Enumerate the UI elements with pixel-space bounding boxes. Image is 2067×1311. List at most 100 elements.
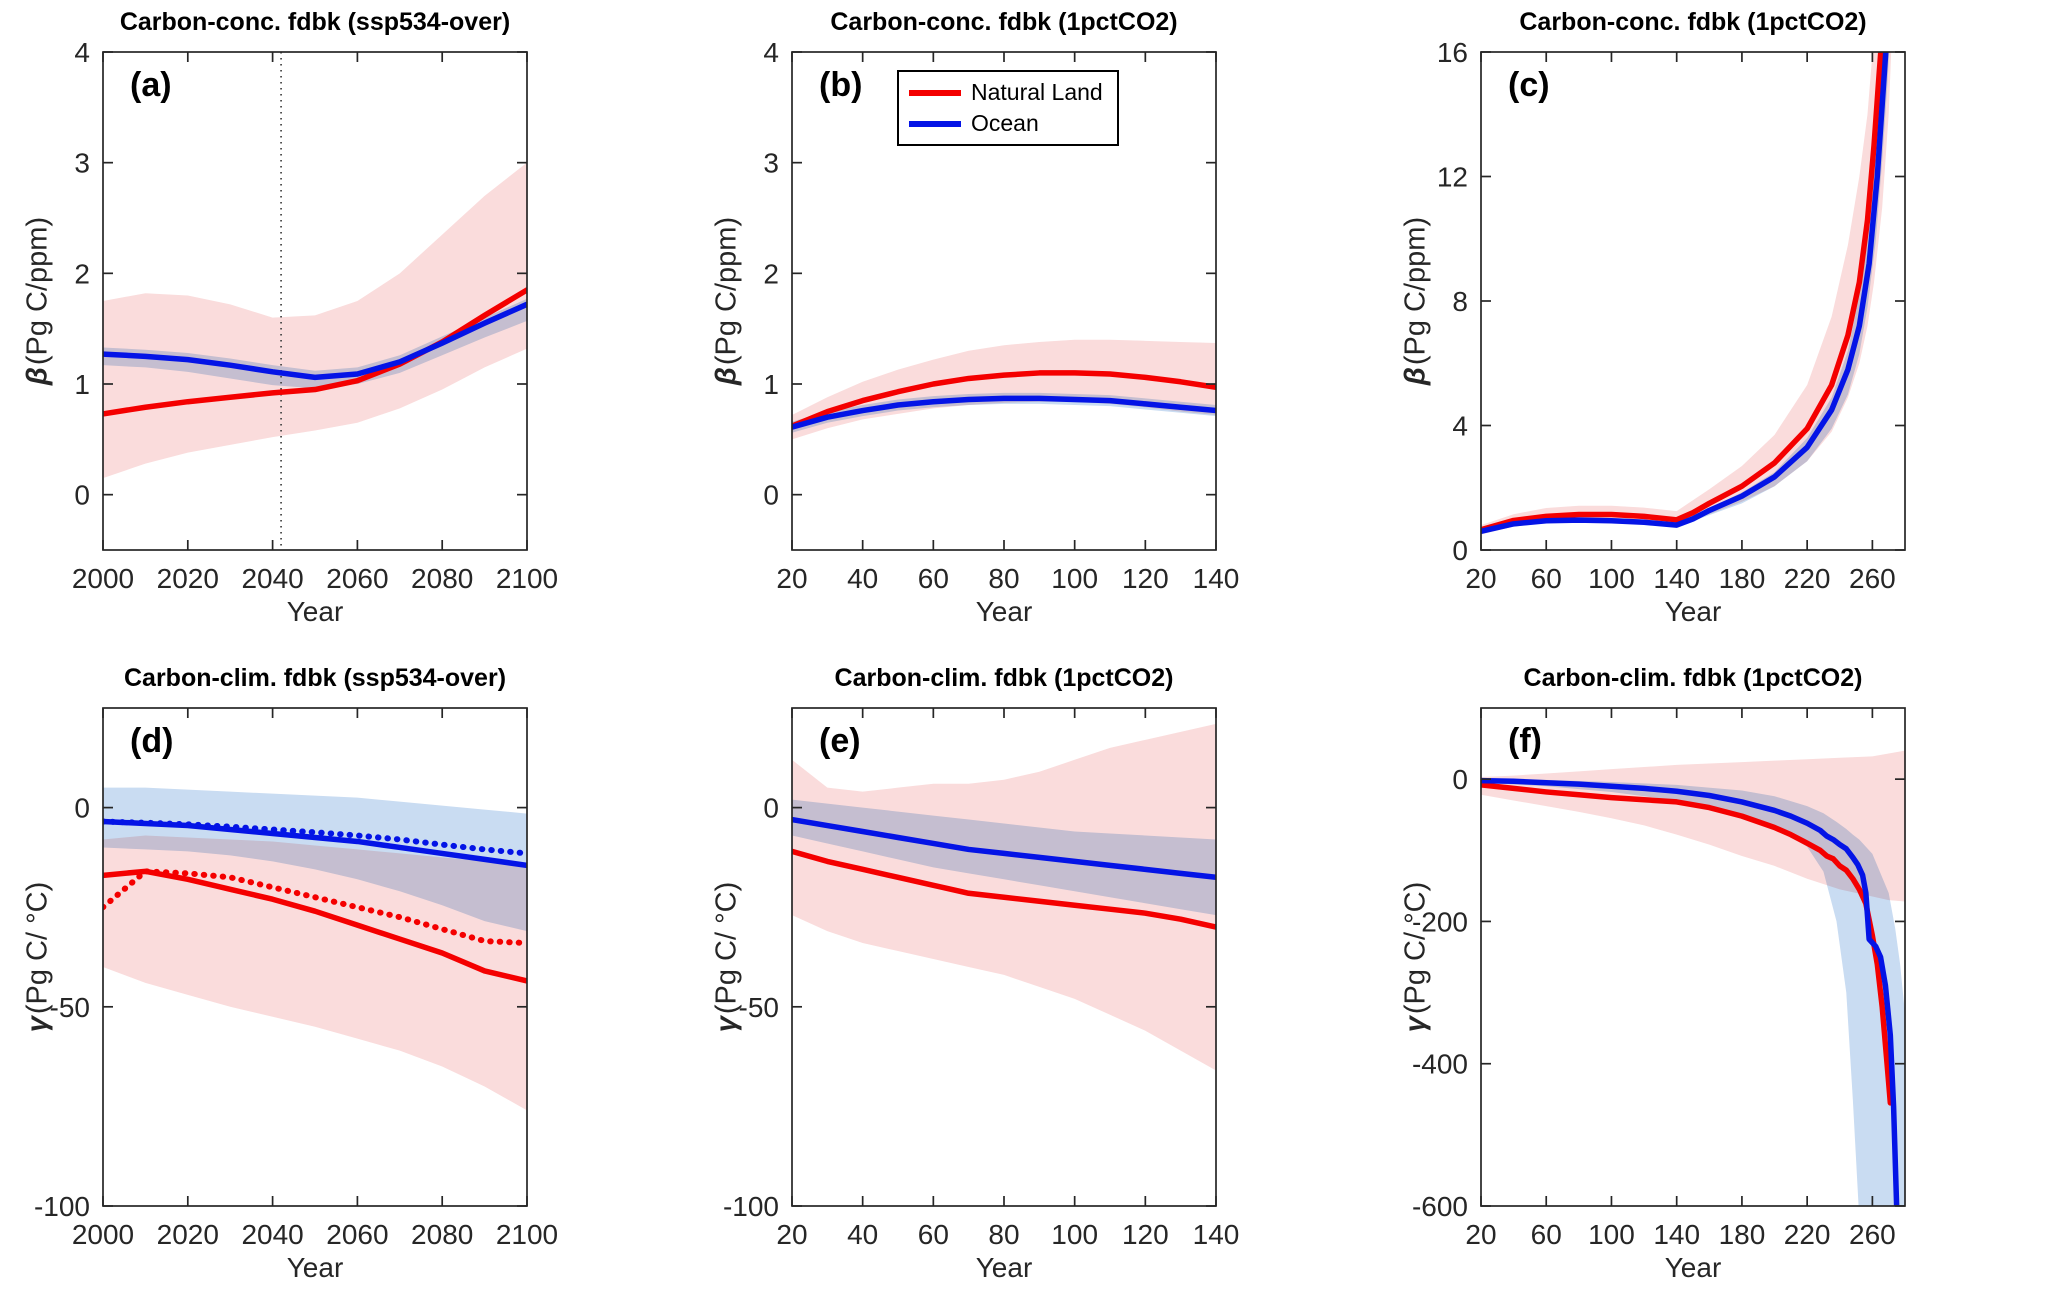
x-tick-label: 100 [1588, 1219, 1635, 1250]
plot-area-c: 20 60 100 140 180 220 260 0 4 8 12 16 [1437, 37, 1906, 594]
x-tick-label: 80 [988, 563, 1019, 594]
x-tick-label: 260 [1849, 563, 1896, 594]
y-tick-label: 12 [1437, 162, 1468, 193]
panel-b-y-axis-label: β(Pg C/ppm) [710, 216, 743, 386]
panel-b-x-axis-label: Year [975, 596, 1033, 627]
plot-area-e: 20 40 60 80 100 120 140 0 -50 -100 [723, 707, 1240, 1250]
panel-d-y-axis-label: γ(Pg C/ °C) [21, 881, 54, 1033]
y-tick-label: 0 [1452, 764, 1468, 795]
x-tick-label: 2040 [241, 563, 303, 594]
x-tick-label: 140 [1653, 1219, 1700, 1250]
line-ocean-dotted [103, 818, 527, 857]
series-layer [1481, 52, 1892, 535]
axes: 20 40 60 80 100 120 140 0 1 2 3 4 [763, 37, 1239, 594]
band-natural_land [103, 835, 527, 1111]
line-ocean-solid [792, 395, 1216, 430]
line-ocean-solid [103, 301, 527, 381]
panel-b-title: Carbon-conc. fdbk (1pctCO2) [830, 8, 1178, 36]
panel-e-letter: (e) [819, 722, 861, 760]
band-natural_land [103, 162, 527, 479]
x-tick-label: 80 [988, 1219, 1019, 1250]
panel-c-x-axis-label: Year [1664, 596, 1722, 627]
x-tick-label: 2100 [496, 1219, 558, 1250]
line-natural_land-solid [792, 370, 1216, 429]
x-tick-label: 2060 [326, 1219, 388, 1250]
band-natural_land [792, 339, 1216, 440]
panel-b-letter: (b) [819, 66, 863, 104]
panel-d-title: Carbon-clim. fdbk (ssp534-over) [123, 664, 507, 692]
legend-line-sample-ocean [909, 120, 961, 127]
panel-d-letter: (d) [130, 722, 174, 760]
legend-label-ocean: Ocean [971, 110, 1039, 136]
y-tick-label: -50 [739, 992, 779, 1023]
x-tick-label: 2000 [72, 1219, 134, 1250]
legend-line-sample-natural-land [909, 89, 961, 96]
y-tick-label: 0 [763, 793, 779, 824]
x-tick-label: 100 [1051, 563, 1098, 594]
x-tick-label: 100 [1051, 1219, 1098, 1250]
panel-c-letter: (c) [1508, 66, 1550, 104]
axes: 20 60 100 140 180 220 260 0 -200 -400 -600 [1412, 707, 1906, 1250]
y-tick-label: 0 [74, 793, 90, 824]
plot-area-a: 2000 2020 2040 2060 2080 2100 0 1 2 3 4 [72, 37, 558, 594]
panel-c: 20 60 100 140 180 220 260 0 4 8 12 16 Carbon-conc. … [1378, 0, 2067, 655]
x-tick-label: 60 [1531, 563, 1562, 594]
y-tick-label: 0 [74, 480, 90, 511]
x-tick-label: 220 [1784, 563, 1831, 594]
series-layer [103, 52, 527, 550]
line-natural_land-solid [1481, 782, 1894, 1106]
legend: Natural Land Ocean [897, 70, 1119, 146]
y-tick-label: 16 [1437, 37, 1468, 68]
x-tick-label: 20 [776, 563, 807, 594]
y-tick-label: 1 [763, 369, 779, 400]
x-tick-label: 60 [918, 1219, 949, 1250]
x-tick-label: 140 [1193, 1219, 1240, 1250]
band-ocean [103, 298, 527, 389]
y-tick-label: -200 [1412, 906, 1468, 937]
x-tick-label: 2080 [411, 563, 473, 594]
panel-f-x-axis-label: Year [1664, 1252, 1722, 1283]
axes: 2000 2020 2040 2060 2080 2100 0 1 2 3 4 [72, 37, 558, 594]
panel-f-letter: (f) [1508, 722, 1542, 760]
x-tick-label: 260 [1849, 1219, 1896, 1250]
panel-a-letter: (a) [130, 66, 172, 104]
x-tick-label: 140 [1653, 563, 1700, 594]
y-tick-label: -400 [1412, 1049, 1468, 1080]
legend-entry-ocean: Ocean [909, 110, 1103, 137]
line-ocean-solid [1481, 52, 1889, 535]
y-tick-label: 4 [763, 37, 779, 68]
y-tick-label: 3 [763, 148, 779, 179]
y-tick-label: 2 [763, 258, 779, 289]
y-tick-label: 8 [1452, 286, 1468, 317]
line-natural_land-solid [792, 848, 1216, 930]
panel-c-y-axis-label: β(Pg C/ppm) [1399, 216, 1432, 386]
x-tick-label: 120 [1122, 1219, 1169, 1250]
line-ocean-solid [1481, 777, 1900, 1206]
x-tick-label: 180 [1719, 563, 1766, 594]
panel-d-x-axis-label: Year [286, 1252, 344, 1283]
x-tick-label: 20 [1465, 1219, 1496, 1250]
y-tick-label: -100 [34, 1191, 90, 1222]
y-tick-label: -50 [50, 992, 90, 1023]
x-tick-label: 60 [1531, 1219, 1562, 1250]
band-ocean [1481, 778, 1905, 1206]
x-tick-label: 60 [918, 563, 949, 594]
x-tick-label: 20 [776, 1219, 807, 1250]
panel-a-title: Carbon-conc. fdbk (ssp534-over) [119, 8, 511, 36]
y-tick-label: 0 [1452, 535, 1468, 566]
x-tick-label: 140 [1193, 563, 1240, 594]
band-ocean [792, 799, 1216, 916]
line-natural_land-solid [103, 868, 527, 984]
legend-entry-natural-land: Natural Land [909, 79, 1103, 106]
plot-area-d: 2000 2020 2040 2060 2080 2100 0 -50 -100 [34, 707, 558, 1250]
x-tick-label: 2100 [496, 563, 558, 594]
panel-f-title: Carbon-clim. fdbk (1pctCO2) [1523, 664, 1863, 692]
y-tick-label: -600 [1412, 1191, 1468, 1222]
y-tick-label: 2 [74, 258, 90, 289]
y-tick-label: 3 [74, 148, 90, 179]
series-layer [792, 723, 1216, 1071]
panel-d: 2000 2020 2040 2060 2080 2100 0 -50 -100 Carbon-… [0, 656, 689, 1311]
y-tick-label: 4 [1452, 411, 1468, 442]
x-tick-label: 40 [847, 1219, 878, 1250]
